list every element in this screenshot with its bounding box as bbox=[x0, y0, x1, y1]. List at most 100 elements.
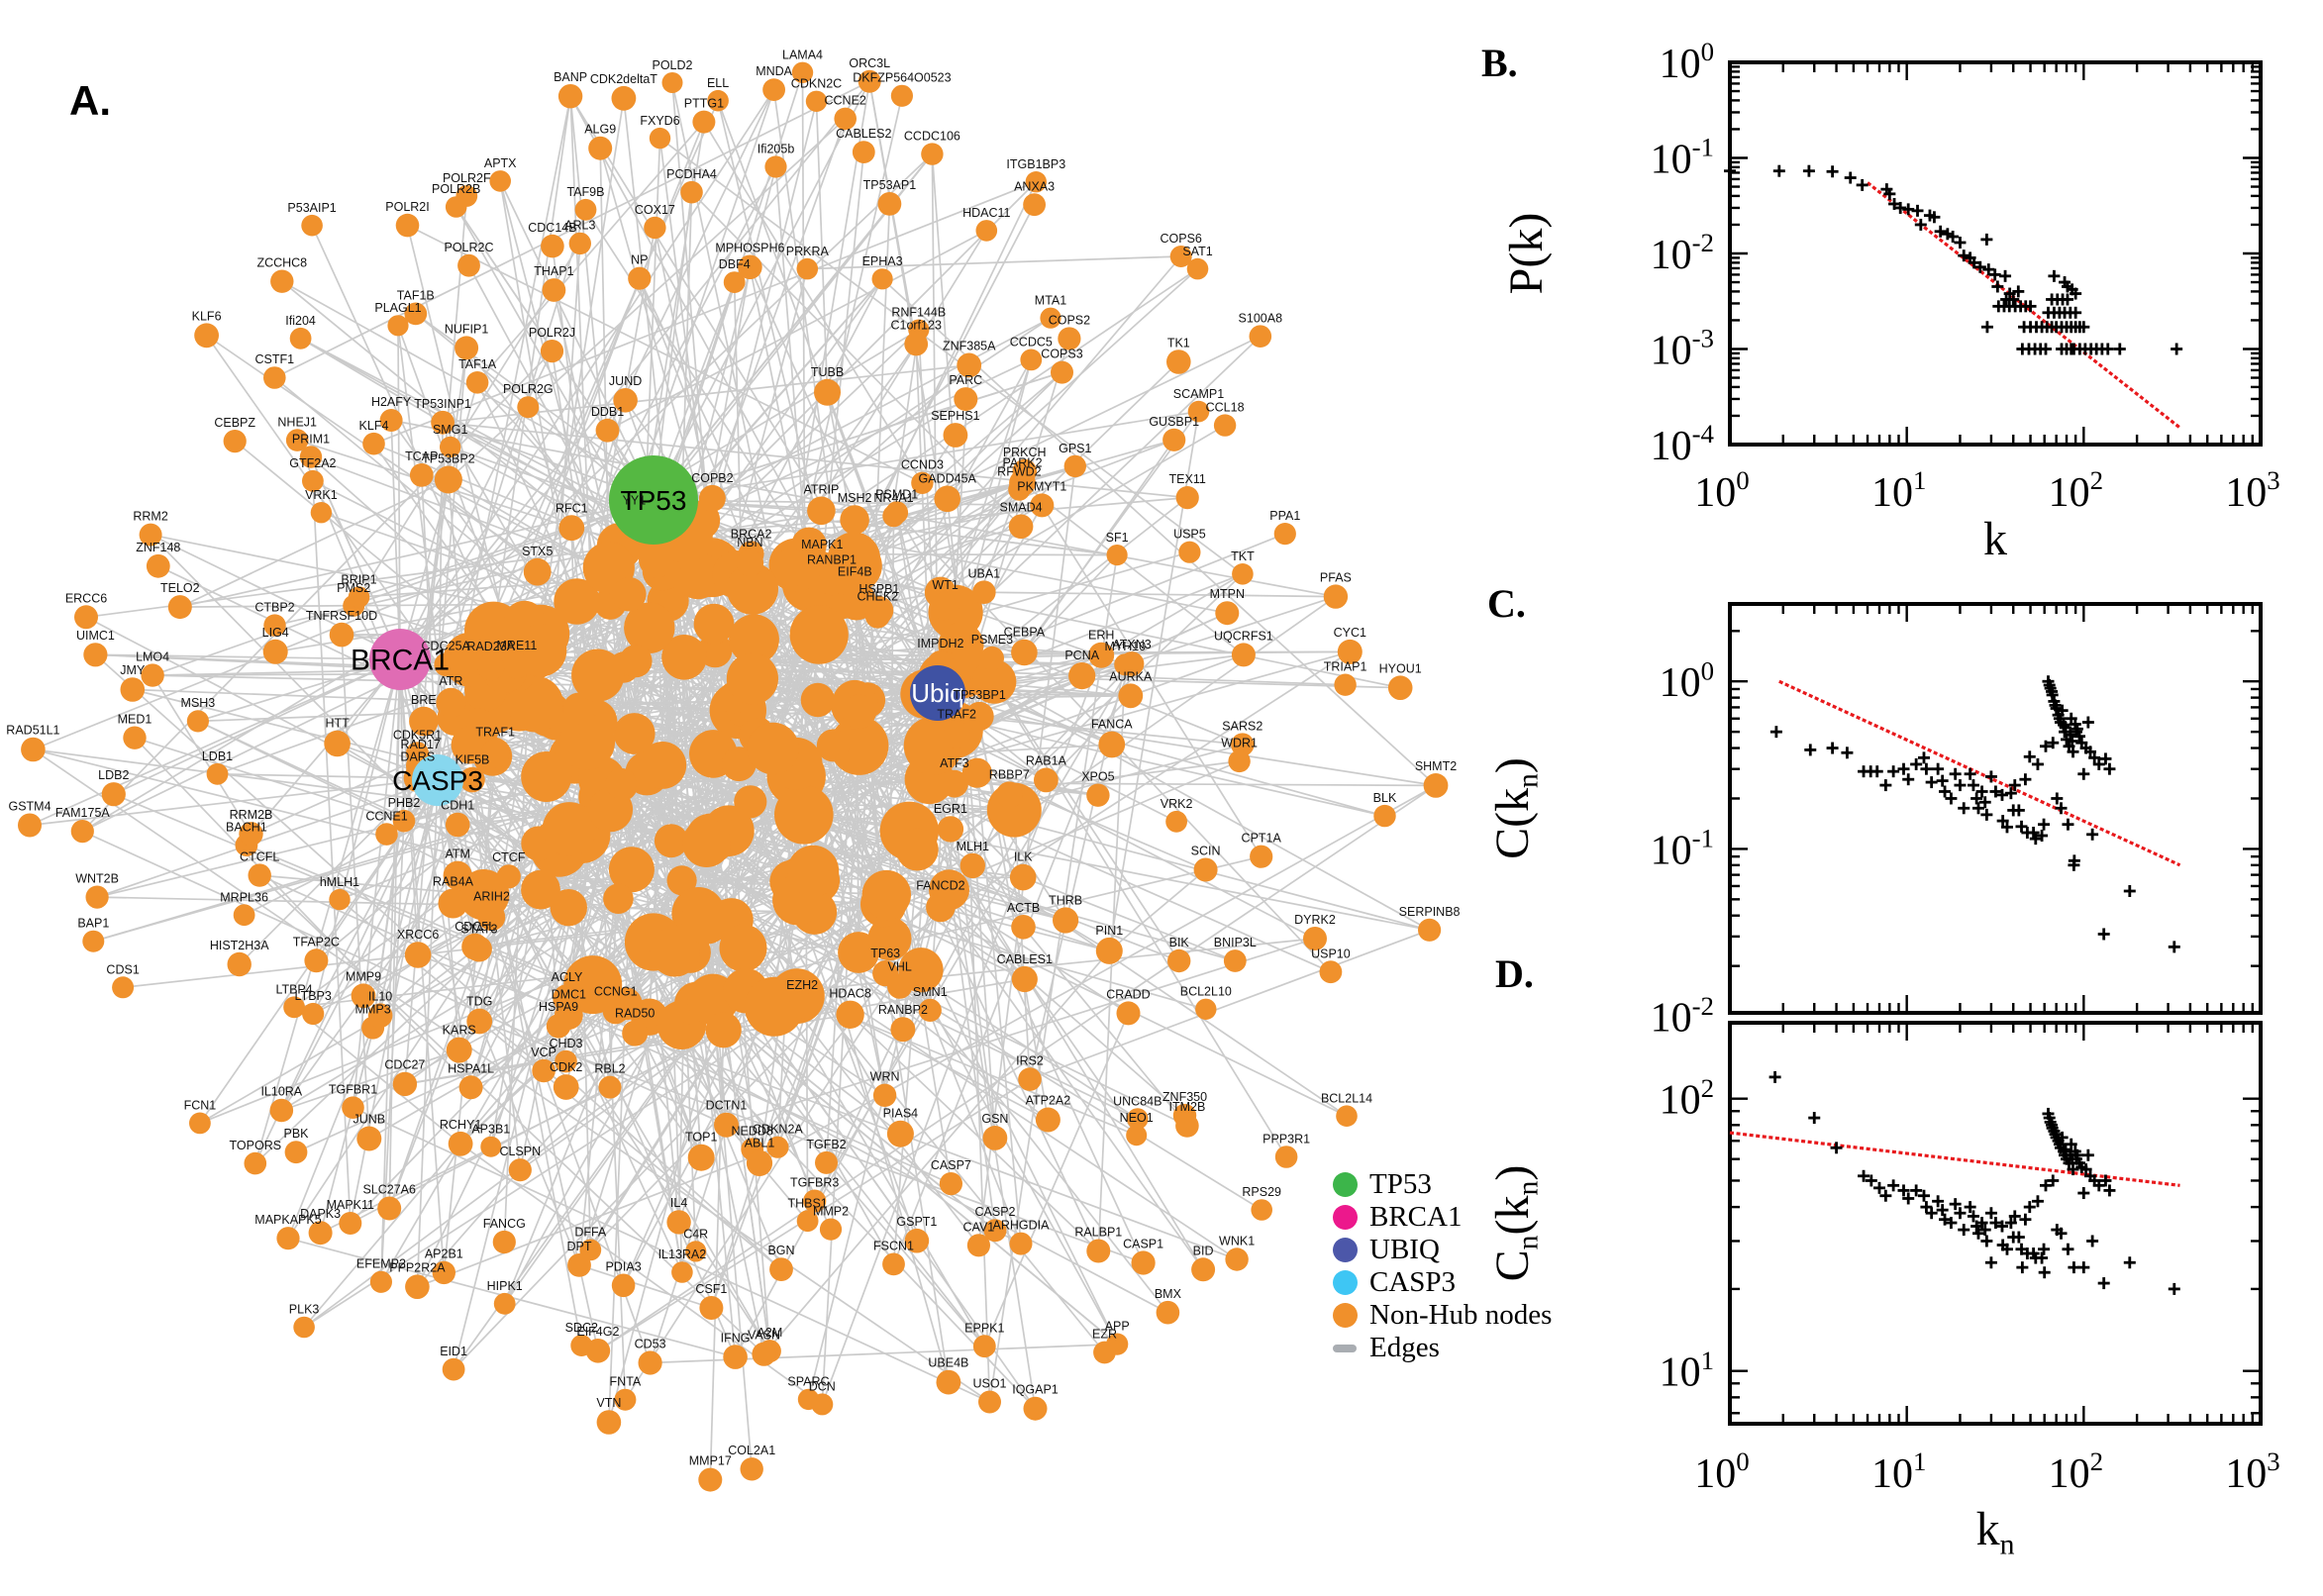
gene-label: CSTF1 bbox=[255, 352, 295, 366]
non-hub-node bbox=[1095, 937, 1123, 964]
non-hub-node bbox=[807, 496, 836, 526]
non-hub-node bbox=[815, 1150, 838, 1174]
non-hub-node bbox=[887, 973, 913, 999]
gene-label: POLR2J bbox=[529, 326, 575, 340]
gene-label: GADD45A bbox=[919, 472, 977, 486]
gene-label: FANCD2 bbox=[916, 879, 964, 893]
gene-label: CPT1A bbox=[1242, 832, 1282, 846]
non-hub-node bbox=[1088, 642, 1115, 668]
non-hub-node bbox=[1187, 400, 1210, 423]
gene-label: FXYD6 bbox=[640, 114, 679, 128]
gene-label: PARC bbox=[949, 373, 982, 387]
non-hub-node bbox=[1166, 349, 1191, 374]
non-hub-node bbox=[705, 1012, 742, 1048]
gene-label: ABL1 bbox=[745, 1137, 775, 1150]
non-hub-node bbox=[842, 694, 876, 729]
gene-label: ARHGDIA bbox=[993, 1219, 1051, 1233]
non-hub-node bbox=[233, 904, 255, 927]
gene-label: LDB1 bbox=[202, 749, 233, 763]
non-hub-node bbox=[975, 220, 998, 242]
gene-label: BRE bbox=[411, 693, 437, 707]
gene-label: BANP bbox=[554, 70, 587, 84]
non-hub-node bbox=[1012, 458, 1037, 484]
gene-label: PBK bbox=[283, 1127, 309, 1141]
non-hub-node bbox=[680, 180, 703, 204]
gene-label: S100A8 bbox=[1239, 311, 1283, 325]
non-hub-node bbox=[387, 315, 409, 337]
non-hub-node bbox=[736, 549, 764, 577]
non-hub-node bbox=[797, 1388, 820, 1411]
non-hub-node bbox=[496, 864, 521, 889]
non-hub-node bbox=[788, 991, 816, 1019]
gene-label: CHD3 bbox=[549, 1037, 582, 1050]
gene-label: CCL18 bbox=[1206, 400, 1245, 414]
non-hub-node bbox=[1030, 493, 1055, 518]
gene-label: UQCRFS1 bbox=[1214, 629, 1273, 643]
non-hub-node bbox=[570, 1335, 593, 1356]
gene-label: PSMD1 bbox=[875, 487, 918, 501]
gene-label: UBA1 bbox=[967, 566, 1000, 580]
non-hub-node bbox=[120, 677, 146, 702]
non-hub-node bbox=[523, 557, 552, 586]
gene-label: ZNF148 bbox=[136, 541, 180, 554]
gene-label: JUND bbox=[609, 374, 642, 388]
gene-label: ANXA3 bbox=[1014, 179, 1055, 193]
non-hub-node bbox=[1334, 673, 1357, 696]
non-hub-node bbox=[1191, 1257, 1216, 1282]
gene-label: CHEK2 bbox=[857, 589, 898, 603]
non-hub-node bbox=[262, 639, 288, 664]
gene-label: ATXN3 bbox=[1112, 638, 1151, 651]
gene-label: MAPKAPK5 bbox=[254, 1213, 321, 1227]
non-hub-node bbox=[1011, 639, 1038, 666]
gene-label: A2M bbox=[758, 1326, 783, 1340]
non-hub-node bbox=[890, 1017, 916, 1043]
gene-label: IL13RA2 bbox=[658, 1247, 707, 1261]
non-hub-node bbox=[455, 185, 478, 207]
non-hub-node bbox=[1169, 246, 1192, 267]
gene-label: EZH2 bbox=[786, 978, 818, 992]
non-hub-node bbox=[1011, 965, 1038, 993]
non-hub-node bbox=[574, 198, 597, 221]
tick-label: 10-3 bbox=[1651, 324, 1714, 374]
non-hub-node bbox=[941, 769, 968, 798]
non-hub-node bbox=[957, 352, 982, 378]
gene-label: EIF4G2 bbox=[576, 1325, 619, 1339]
network-nodes bbox=[18, 61, 1449, 1492]
gene-label: SARS2 bbox=[1222, 720, 1262, 734]
gene-label: MRE11 bbox=[497, 639, 538, 652]
non-hub-node bbox=[377, 1196, 402, 1221]
non-hub-node bbox=[1035, 1107, 1060, 1133]
non-hub-node bbox=[1231, 643, 1256, 667]
non-hub-node bbox=[666, 865, 697, 896]
gene-label: USO1 bbox=[972, 1377, 1006, 1391]
network-hubs: TP53 BRCA1 Ubiq CASP3 bbox=[351, 455, 965, 806]
gene-label: CDC25A bbox=[422, 640, 471, 653]
gene-label: BMX bbox=[1155, 1287, 1182, 1301]
non-hub-node bbox=[493, 1292, 516, 1315]
gene-label: RRM2 bbox=[133, 510, 167, 524]
non-hub-node bbox=[671, 1261, 693, 1283]
tick-label: 100 bbox=[1694, 465, 1749, 516]
non-hub-node bbox=[379, 409, 403, 432]
non-hub-node bbox=[872, 1083, 897, 1108]
non-hub-node bbox=[546, 1014, 571, 1039]
axis-ticks bbox=[1728, 60, 2263, 447]
gene-label: AURKA bbox=[1109, 669, 1153, 683]
non-hub-node bbox=[239, 822, 263, 847]
non-hub-node bbox=[721, 747, 757, 782]
gene-label: RPS29 bbox=[1242, 1185, 1281, 1199]
hub-node-tp53 bbox=[609, 455, 698, 545]
gene-label: TDG bbox=[466, 995, 492, 1009]
gene-label: PDIA3 bbox=[606, 1260, 642, 1274]
gene-label: MMP2 bbox=[813, 1205, 849, 1219]
non-hub-node bbox=[480, 739, 510, 768]
gene-label: IQGAP1 bbox=[1012, 1383, 1059, 1397]
gene-label: ARIH2 bbox=[473, 890, 510, 904]
gene-label: ZNF350 bbox=[1162, 1090, 1207, 1104]
non-hub-node bbox=[263, 366, 286, 389]
tick-label: 100 bbox=[1694, 1446, 1749, 1497]
non-hub-node bbox=[904, 1228, 930, 1253]
gene-label: TNFRSF10D bbox=[306, 609, 377, 623]
non-hub-node bbox=[882, 1252, 905, 1276]
